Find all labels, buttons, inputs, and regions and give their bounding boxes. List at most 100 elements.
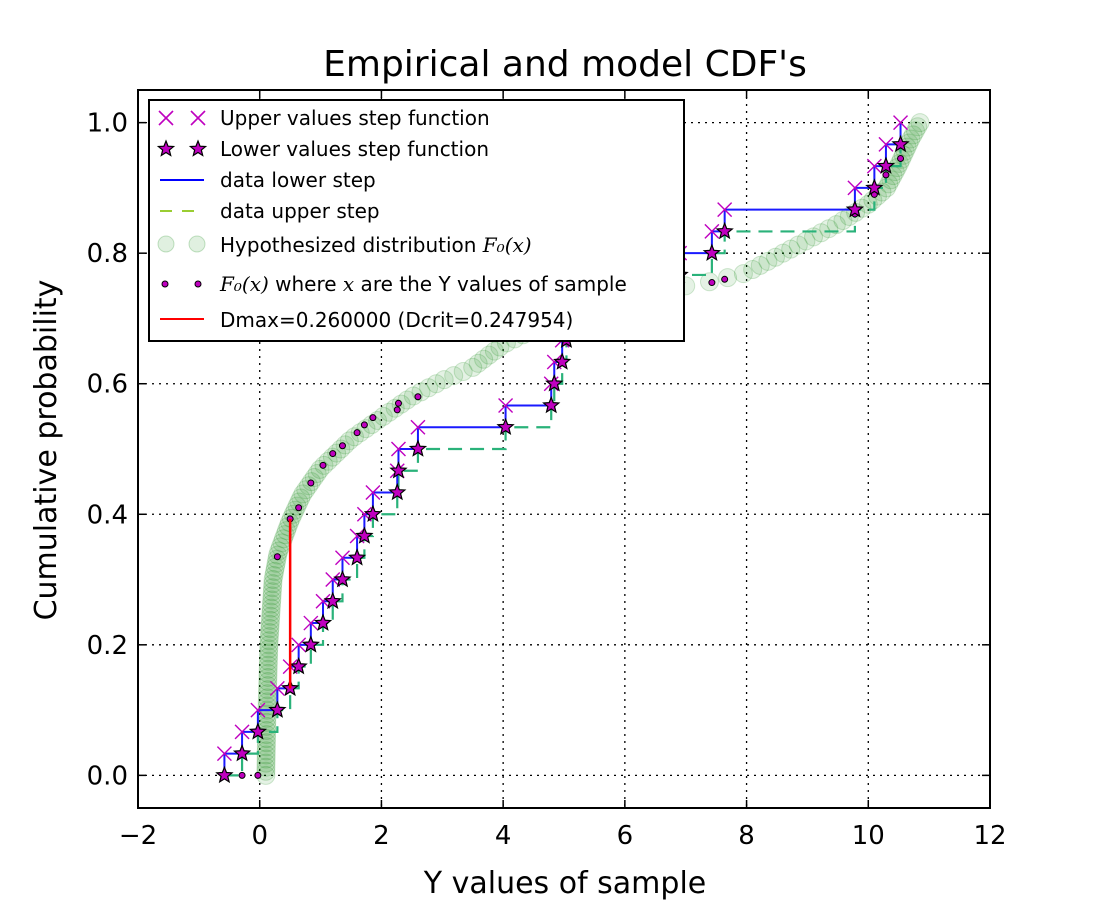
hypothesized-point bbox=[910, 113, 930, 133]
hypothesized-point bbox=[262, 594, 282, 614]
lower-value-marker bbox=[702, 243, 722, 261]
upper-value-marker bbox=[717, 202, 733, 218]
x-stroke bbox=[893, 115, 909, 131]
y-axis-label: Cumulative probability bbox=[29, 280, 64, 621]
lower-value-marker bbox=[232, 743, 252, 762]
hypothesized-point bbox=[434, 370, 454, 390]
legend-label: data upper step bbox=[220, 199, 380, 223]
hypothesized-point bbox=[256, 753, 276, 773]
circle-icon bbox=[188, 235, 206, 253]
fx-point bbox=[307, 479, 315, 487]
fx-point bbox=[353, 429, 361, 437]
hypothesized-point bbox=[453, 361, 473, 381]
legend-box bbox=[148, 99, 685, 342]
x-stroke bbox=[216, 746, 232, 762]
lower-value-marker bbox=[333, 569, 352, 588]
hypothesized-point bbox=[256, 749, 276, 769]
hypothesized-point bbox=[258, 663, 278, 683]
hypothesized-point bbox=[258, 676, 278, 696]
hypothesized-point bbox=[811, 223, 831, 243]
hypothesized-point bbox=[258, 659, 278, 679]
x-stroke bbox=[325, 572, 341, 588]
legend-entry-lower-values: Lower values step function bbox=[156, 137, 489, 161]
fx-point bbox=[273, 553, 281, 561]
dot-icon bbox=[194, 280, 202, 288]
hypothesized-point bbox=[307, 463, 327, 483]
y-tick-label: 0.2 bbox=[87, 631, 128, 661]
hypothesized-point bbox=[484, 341, 504, 361]
lower-value-marker bbox=[268, 700, 287, 718]
hypothesized-point bbox=[256, 757, 276, 777]
upper-value-marker bbox=[390, 441, 406, 457]
hypothesized-point bbox=[903, 125, 923, 145]
lower-value-marker bbox=[289, 656, 308, 675]
hypothesized-point bbox=[259, 643, 279, 663]
hypothesized-point bbox=[258, 655, 278, 675]
hypothesized-point bbox=[263, 570, 283, 590]
fx-point bbox=[360, 421, 368, 429]
lower-value-marker bbox=[542, 395, 561, 414]
hypothesized-point bbox=[256, 745, 276, 765]
hypothesized-point bbox=[259, 635, 279, 655]
x-tick-label: −2 bbox=[119, 821, 157, 851]
hypothesized-point bbox=[273, 529, 293, 549]
fx-point bbox=[295, 504, 303, 512]
fx-point bbox=[329, 450, 337, 458]
lower-value-marker bbox=[408, 439, 428, 457]
fx-point bbox=[254, 771, 262, 779]
x-tick-label: 8 bbox=[738, 821, 755, 851]
hypothesized-point bbox=[479, 345, 499, 365]
hypothesized-point bbox=[444, 366, 464, 386]
x-marker-icon bbox=[158, 110, 206, 126]
hypothesized-point bbox=[765, 247, 785, 267]
x-tick-label: 0 bbox=[251, 821, 268, 851]
x-stroke bbox=[546, 354, 562, 370]
x-stroke bbox=[315, 593, 331, 609]
legend-label: data lower step bbox=[220, 168, 376, 192]
hypothesized-point bbox=[322, 447, 342, 467]
hypothesized-point bbox=[261, 606, 281, 626]
lower-value-marker bbox=[845, 200, 865, 218]
legend-label: Upper values step function bbox=[220, 106, 490, 130]
upper-value-marker bbox=[325, 572, 341, 588]
x-stroke bbox=[349, 528, 365, 544]
legend-label: F₀(x) where x are the Y values of sample bbox=[219, 272, 627, 296]
hypothesized-point bbox=[262, 586, 282, 606]
hypothesized-point bbox=[260, 610, 280, 630]
x-stroke bbox=[269, 680, 285, 696]
lower-value-marker bbox=[363, 504, 383, 523]
y-tick-label: 0.6 bbox=[87, 370, 128, 400]
upper-value-marker bbox=[269, 680, 285, 696]
upper-value-marker bbox=[893, 115, 909, 131]
lower-value-marker bbox=[355, 526, 374, 544]
x-stroke bbox=[250, 702, 266, 718]
hypothesized-point bbox=[263, 574, 283, 594]
fx-point bbox=[882, 171, 890, 179]
hypothesized-point bbox=[259, 647, 279, 667]
y-tick-label: 0.8 bbox=[87, 239, 128, 269]
hypothesized-point bbox=[781, 239, 801, 259]
hypothesized-point bbox=[265, 561, 285, 581]
fx-point bbox=[708, 279, 716, 287]
upper-value-marker bbox=[498, 397, 514, 413]
hypothesized-point bbox=[426, 374, 446, 394]
lower-value-marker bbox=[323, 591, 342, 610]
x-tick-label: 10 bbox=[852, 821, 885, 851]
hypothesized-point bbox=[259, 639, 279, 659]
x-tick-label: 2 bbox=[373, 821, 390, 851]
upper-value-marker bbox=[216, 746, 232, 762]
legend-entry-fx-sample: F₀(x) where x are the Y values of sample bbox=[161, 272, 627, 296]
hypothesized-point bbox=[264, 565, 284, 585]
upper-value-marker bbox=[365, 485, 381, 501]
hypothesized-point bbox=[833, 211, 853, 231]
upper-value-marker bbox=[878, 136, 894, 152]
legend-entry-hypothesized: Hypothesized distribution F₀(x) bbox=[157, 233, 532, 257]
hypothesized-point bbox=[908, 117, 928, 137]
lower-value-marker bbox=[715, 221, 734, 240]
upper-value-marker bbox=[410, 419, 426, 435]
x-stroke bbox=[234, 724, 250, 740]
upper-value-marker bbox=[866, 158, 882, 174]
y-tick-label: 0.0 bbox=[87, 761, 128, 791]
fx-point bbox=[394, 399, 402, 407]
hypothesized-point bbox=[260, 623, 280, 643]
